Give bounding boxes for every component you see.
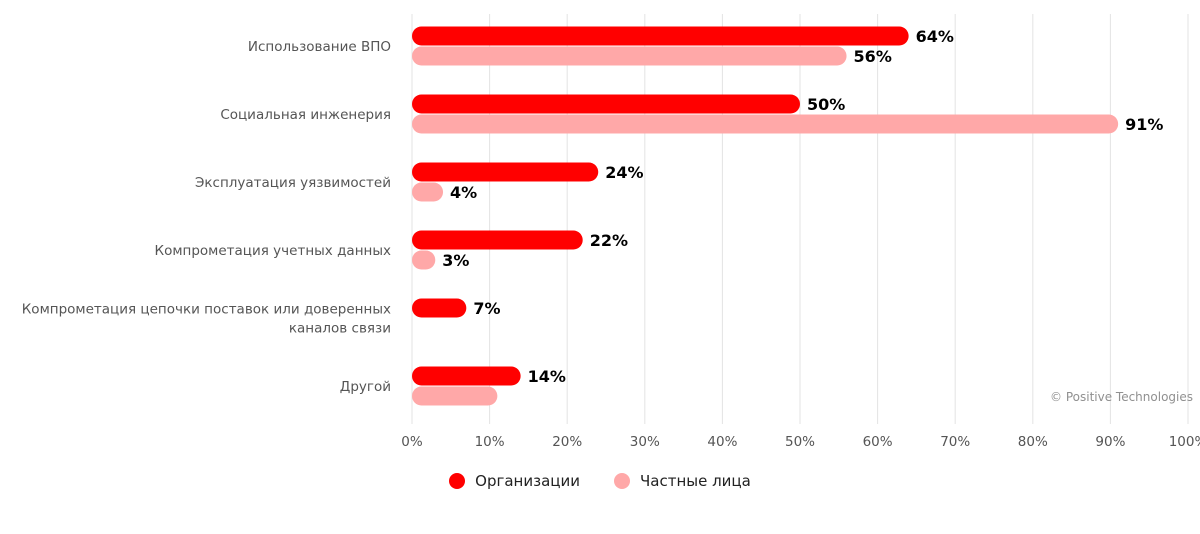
grid-lines bbox=[411, 14, 1189, 424]
bar-private[interactable] bbox=[412, 46, 847, 66]
x-tick-label: 50% bbox=[785, 434, 815, 450]
data-label: 22% bbox=[590, 231, 628, 250]
category-label: Другой bbox=[340, 379, 391, 395]
category-label: Компрометация учетных данных bbox=[155, 243, 392, 259]
x-tick-label: 20% bbox=[552, 434, 582, 450]
legend-dot-organizations bbox=[449, 473, 466, 489]
x-tick-label: 0% bbox=[401, 434, 423, 450]
data-label: 14% bbox=[528, 367, 566, 386]
category-label: Компрометация цепочки поставок или довер… bbox=[22, 302, 391, 318]
category-label: Эксплуатация уязвимостей bbox=[195, 175, 391, 191]
data-label: 56% bbox=[854, 47, 892, 66]
data-label: 24% bbox=[605, 163, 643, 182]
x-tick-label: 60% bbox=[863, 434, 893, 450]
bar-organizations[interactable] bbox=[412, 230, 583, 250]
legend-dot-private bbox=[613, 473, 630, 489]
bar-organizations[interactable] bbox=[412, 366, 521, 386]
legend-label-private: Частные лица bbox=[639, 472, 751, 490]
data-label: 4% bbox=[450, 183, 477, 202]
category-label: Социальная инженерия bbox=[220, 107, 391, 123]
bar-private[interactable] bbox=[412, 182, 444, 202]
data-label: 50% bbox=[807, 95, 845, 114]
legend: Организации Частные лица bbox=[0, 472, 1200, 490]
data-label: 7% bbox=[473, 299, 500, 318]
bar-private[interactable] bbox=[412, 250, 436, 270]
bars bbox=[412, 26, 1119, 406]
category-label: Использование ВПО bbox=[248, 39, 391, 55]
data-label: 91% bbox=[1125, 115, 1163, 134]
category-labels: Использование ВПО Социальная инженерия Экс… bbox=[22, 39, 391, 395]
bar-organizations[interactable] bbox=[412, 298, 467, 318]
bar-organizations[interactable] bbox=[412, 162, 599, 182]
data-label: 3% bbox=[442, 251, 469, 270]
x-tick-label: 80% bbox=[1018, 434, 1048, 450]
legend-item-organizations[interactable]: Организации bbox=[449, 472, 580, 490]
x-axis-ticks: 0% 10% 20% 30% 40% 50% 60% 70% 80% 90% 100% bbox=[401, 434, 1200, 450]
bar-organizations[interactable] bbox=[412, 94, 800, 114]
x-tick-label: 70% bbox=[940, 434, 970, 450]
x-tick-label: 40% bbox=[707, 434, 737, 450]
bar-private[interactable] bbox=[412, 386, 498, 406]
legend-item-private[interactable]: Частные лица bbox=[613, 472, 751, 490]
copyright-text: © Positive Technologies bbox=[1050, 390, 1193, 404]
x-tick-label: 100% bbox=[1169, 434, 1200, 450]
data-labels: 64% 56% 50% 91% 24% 4% 22% 3% 7% 14% bbox=[442, 27, 1163, 386]
bar-organizations[interactable] bbox=[412, 26, 909, 46]
x-tick-label: 30% bbox=[630, 434, 660, 450]
x-tick-label: 90% bbox=[1095, 434, 1125, 450]
category-label: каналов связи bbox=[289, 321, 391, 337]
bar-private[interactable] bbox=[412, 114, 1119, 134]
x-tick-label: 10% bbox=[475, 434, 505, 450]
data-label: 64% bbox=[916, 27, 954, 46]
legend-label-organizations: Организации bbox=[475, 472, 580, 490]
